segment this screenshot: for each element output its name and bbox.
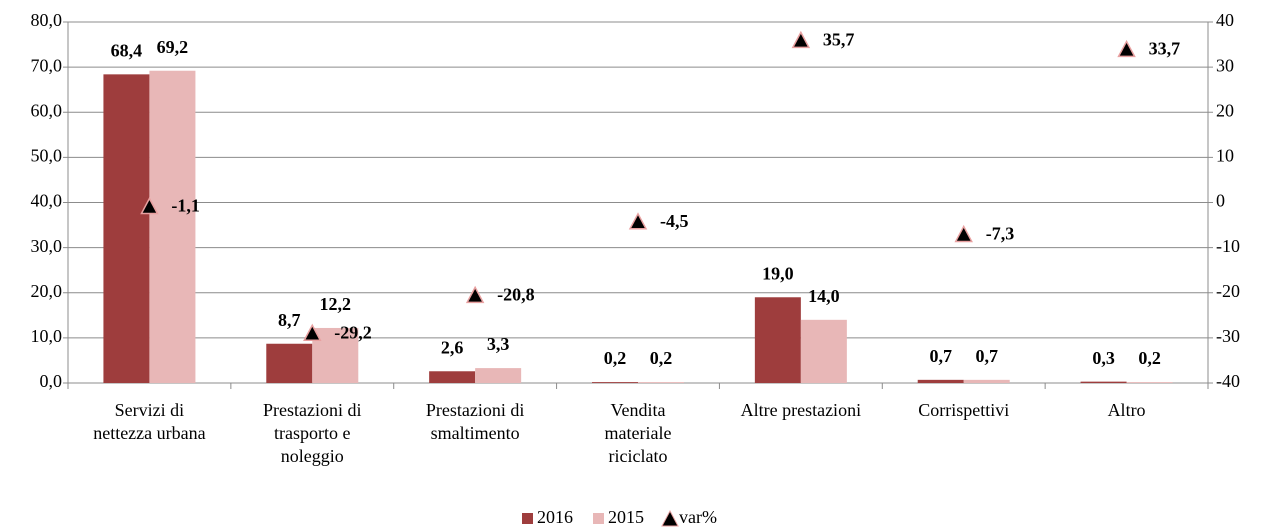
bar [149, 70, 196, 384]
y-tick-label: 0,0 [40, 371, 63, 391]
y-tick-label: 20,0 [31, 281, 63, 301]
x-tick-label: Prestazioni di trasporto e noleggio [263, 400, 362, 466]
bar [917, 379, 964, 383]
legend-swatch [522, 513, 533, 524]
data-label: 8,7 [278, 310, 301, 330]
bar [800, 319, 847, 383]
y-tick-label: 70,0 [31, 55, 63, 75]
bar [475, 368, 522, 383]
data-label: 2,6 [441, 337, 464, 357]
marker [140, 196, 159, 215]
x-tick-label: Corrispettivi [918, 400, 1010, 420]
bar [754, 297, 801, 383]
data-label: 0,7 [929, 346, 952, 366]
marker [465, 285, 485, 304]
x-tick-label: Altro [1107, 400, 1146, 420]
data-label: 33,7 [1149, 39, 1181, 59]
data-label: 0,3 [1092, 348, 1115, 368]
bar [1126, 382, 1173, 383]
data-label: 14,0 [808, 286, 840, 306]
data-label: -29,2 [334, 322, 372, 342]
data-label: -20,8 [497, 284, 534, 304]
y2-tick-label: -40 [1216, 371, 1240, 391]
bar [592, 382, 638, 383]
data-label: 0,2 [650, 348, 673, 368]
legend-label: 2016 [537, 507, 573, 527]
data-label: 0,2 [604, 348, 627, 368]
marker [954, 224, 973, 243]
data-label: 35,7 [823, 30, 855, 50]
x-tick-label: Servizi di nettezza urbana [93, 400, 206, 443]
legend-label: 2015 [608, 507, 644, 527]
y-tick-label: 10,0 [31, 326, 63, 346]
bar [103, 74, 150, 383]
bar [312, 327, 359, 383]
y2-tick-label: 0 [1216, 191, 1225, 211]
y2-tick-label: 20 [1216, 100, 1234, 120]
data-label: 0,7 [975, 346, 998, 366]
data-label: 69,2 [157, 37, 189, 57]
legend-swatch [593, 513, 604, 524]
y2-tick-label: -30 [1216, 326, 1240, 346]
data-label: 0,2 [1138, 348, 1161, 368]
bar [963, 379, 1010, 383]
data-label: 12,2 [320, 294, 352, 314]
data-label: -4,5 [660, 211, 689, 231]
bar [266, 343, 313, 383]
y-tick-label: 50,0 [31, 146, 63, 166]
y-tick-label: 80,0 [31, 10, 63, 30]
marker [1117, 39, 1136, 58]
y2-tick-label: -10 [1216, 236, 1240, 256]
data-label: 19,0 [762, 263, 794, 283]
y2-tick-label: 10 [1216, 146, 1234, 166]
marker [791, 30, 811, 49]
marker [628, 212, 648, 230]
x-tick-label: Prestazioni di smaltimento [425, 400, 525, 443]
bar [1080, 381, 1127, 383]
y2-tick-label: -20 [1216, 281, 1240, 301]
bar [638, 382, 684, 383]
legend-marker [661, 509, 679, 527]
x-tick-label: Altre prestazioni [740, 400, 862, 420]
marker [303, 323, 322, 342]
y2-tick-label: 40 [1216, 10, 1234, 30]
data-label: 3,3 [487, 334, 510, 354]
y-tick-label: 40,0 [31, 191, 63, 211]
x-tick-label: Vendita materiale riciclato [604, 400, 672, 466]
y2-tick-label: 30 [1216, 55, 1234, 75]
y-tick-label: 60,0 [31, 100, 63, 120]
data-label: -7,3 [986, 224, 1015, 244]
data-label: 68,4 [111, 40, 143, 60]
y-tick-label: 30,0 [31, 236, 63, 256]
legend-label: var% [679, 507, 717, 527]
data-label: -1,1 [171, 196, 200, 216]
bar [429, 371, 476, 383]
